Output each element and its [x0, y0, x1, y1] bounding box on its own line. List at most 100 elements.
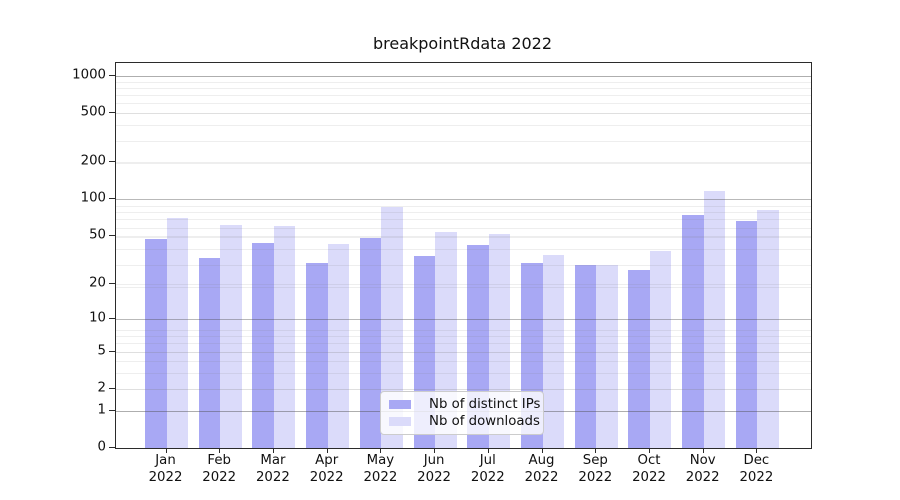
- gridline-minor: [116, 81, 811, 83]
- gridline-minor: [116, 249, 811, 251]
- gridline-minor: [116, 103, 811, 105]
- x-axis-tick: [165, 448, 167, 453]
- bar-nb-of-downloads-apr-2022: [327, 244, 350, 448]
- bar-nb-of-distinct-ips-apr-2022: [306, 263, 328, 448]
- y-axis-tick-label: 20: [89, 275, 106, 291]
- y-axis-tick-label: 100: [80, 190, 106, 206]
- gridline-minor: [116, 212, 811, 213]
- plot-area: [115, 62, 812, 449]
- y-axis-tick-label: 50: [89, 227, 106, 243]
- x-axis-tick: [272, 448, 274, 453]
- x-axis-tick-label: Mar 2022: [255, 453, 290, 485]
- y-axis-tick-label: 10: [89, 310, 106, 326]
- y-axis-tick: [109, 112, 115, 114]
- gridline-minor: [116, 125, 811, 127]
- gridline-minor: [116, 113, 811, 115]
- gridline-minor: [116, 162, 811, 164]
- bar-nb-of-distinct-ips-feb-2022: [198, 258, 221, 448]
- y-axis-tick: [109, 447, 115, 448]
- bar-nb-of-downloads-may-2022: [381, 207, 403, 448]
- bar-nb-of-downloads-oct-2022: [649, 250, 672, 448]
- x-axis-tick-label: Feb 2022: [202, 453, 237, 485]
- y-axis-tick: [109, 74, 115, 76]
- bar-nb-of-downloads-mar-2022: [273, 225, 296, 448]
- y-axis-tick-label: 1000: [72, 67, 106, 83]
- bar-nb-of-distinct-ips-oct-2022: [628, 270, 650, 448]
- x-axis-tick-label: Sep 2022: [578, 453, 613, 485]
- gridline-minor: [116, 336, 811, 337]
- x-axis-tick-label: Apr 2022: [309, 453, 344, 485]
- x-axis-tick: [219, 448, 221, 453]
- gridline-minor: [116, 361, 811, 363]
- gridline-minor: [116, 227, 811, 229]
- bar-nb-of-downloads-sep-2022: [596, 264, 618, 448]
- y-axis-tick: [109, 387, 115, 389]
- x-axis-tick: [487, 448, 489, 453]
- bar-nb-of-distinct-ips-may-2022: [359, 238, 382, 448]
- y-axis-tick-label: 2: [97, 380, 106, 396]
- legend-row-distinct-ips: Nb of distinct IPs: [389, 396, 540, 413]
- legend: Nb of distinct IPs Nb of downloads: [380, 391, 544, 435]
- x-axis-tick-label: Jan 2022: [148, 453, 183, 485]
- gridline-minor: [116, 113, 811, 115]
- x-axis-tick-label: Jun 2022: [417, 453, 452, 485]
- gridline-minor: [116, 286, 811, 288]
- gridline-major: [116, 199, 811, 201]
- legend-swatch-distinct-ips: [389, 400, 411, 409]
- x-axis-tick: [380, 448, 382, 453]
- bars-layer: [116, 63, 811, 448]
- gridline-minor: [116, 329, 811, 331]
- x-axis-tick-label: Dec 2022: [739, 453, 774, 485]
- y-axis-tick: [109, 283, 115, 284]
- bar-nb-of-distinct-ips-mar-2022: [252, 242, 274, 448]
- x-axis-tick-label: Nov 2022: [685, 453, 720, 485]
- legend-swatch-downloads: [389, 417, 411, 426]
- legend-label-distinct-ips: Nb of distinct IPs: [429, 397, 541, 412]
- gridline-minor: [116, 237, 811, 239]
- y-axis-tick: [109, 409, 115, 411]
- y-axis-tick: [109, 317, 115, 319]
- y-axis-tick-label: 500: [80, 104, 106, 120]
- gridline-minor: [116, 162, 811, 164]
- y-axis-tick: [109, 161, 115, 163]
- x-axis-tick: [541, 448, 543, 453]
- y-axis-tick: [109, 235, 115, 237]
- y-axis-tick-label: 1: [97, 402, 106, 418]
- gridline-minor: [116, 388, 811, 390]
- y-axis-tick-label: 5: [97, 343, 106, 358]
- bar-nb-of-downloads-feb-2022: [220, 224, 242, 448]
- bar-nb-of-distinct-ips-dec-2022: [735, 220, 758, 448]
- gridline-minor: [116, 343, 811, 345]
- bar-nb-of-downloads-aug-2022: [542, 254, 565, 448]
- x-axis-tick: [595, 448, 597, 453]
- gridline-minor: [116, 95, 811, 97]
- x-axis-tick-label: May 2022: [363, 453, 398, 485]
- gridline-major: [116, 75, 811, 77]
- bar-nb-of-distinct-ips-jan-2022: [145, 239, 167, 448]
- x-axis-tick: [434, 448, 436, 453]
- gridline-major: [116, 318, 811, 320]
- gridline-minor: [116, 351, 811, 353]
- grid-layer: [116, 63, 811, 448]
- gridline-minor: [116, 264, 811, 266]
- gridline-minor: [116, 388, 811, 390]
- gridline-minor: [116, 87, 811, 89]
- y-axis-tick-label: 0: [97, 439, 106, 455]
- bar-nb-of-downloads-dec-2022: [757, 209, 779, 448]
- bar-nb-of-downloads-nov-2022: [703, 191, 726, 448]
- x-axis-tick: [756, 448, 758, 453]
- x-axis-tick: [649, 448, 650, 453]
- gridline-minor: [116, 373, 811, 375]
- x-axis-tick: [702, 448, 704, 453]
- x-axis-tick-label: Aug 2022: [524, 453, 559, 485]
- legend-label-downloads: Nb of downloads: [429, 414, 540, 429]
- chart-title: breakpointRdata 2022: [372, 34, 553, 53]
- gridline-minor: [116, 351, 811, 353]
- x-axis-tick-label: Oct 2022: [632, 453, 666, 485]
- bar-nb-of-distinct-ips-sep-2022: [574, 264, 597, 448]
- y-axis-tick-label: 200: [80, 153, 106, 169]
- bar-nb-of-downloads-jan-2022: [166, 218, 188, 448]
- gridline-minor: [116, 205, 811, 207]
- legend-row-downloads: Nb of downloads: [389, 413, 540, 430]
